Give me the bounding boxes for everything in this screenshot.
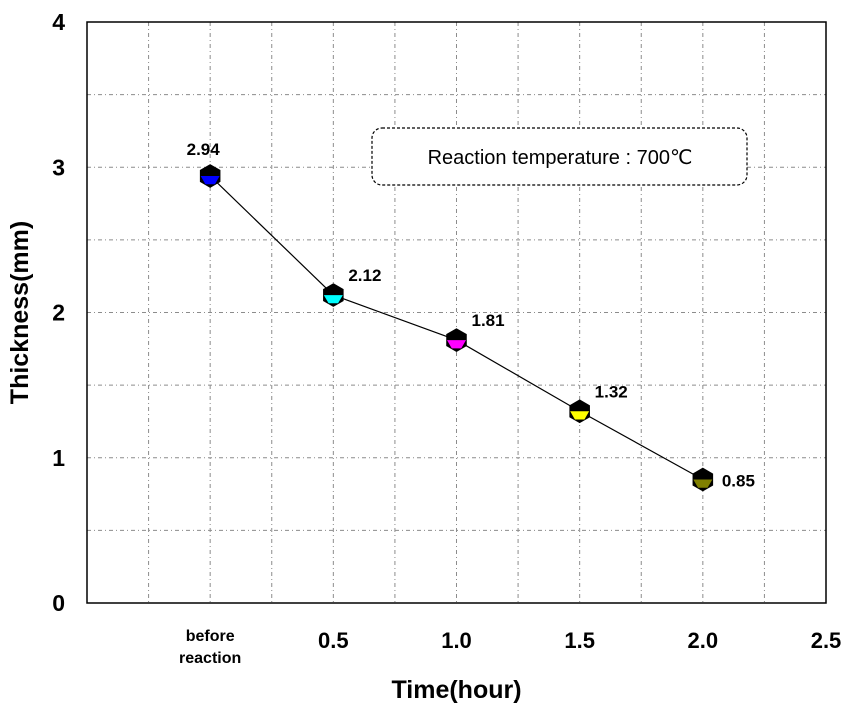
data-point-marker	[199, 164, 221, 188]
x-tick-label: reaction	[179, 650, 241, 667]
y-axis-ticks: 0 1 2 3 4	[52, 9, 65, 616]
plot-frame	[86, 21, 827, 604]
x-tick-label: 2.0	[688, 628, 719, 653]
data-point-marker	[446, 328, 467, 352]
x-tick-label: 1.0	[441, 628, 472, 653]
annotation-text: Reaction temperature : 700℃	[428, 147, 693, 169]
data-label: 1.81	[472, 311, 505, 330]
y-tick-label: 1	[52, 445, 65, 471]
data-point-marker	[692, 467, 714, 492]
y-tick-label: 4	[52, 9, 65, 35]
y-tick-label: 2	[52, 300, 65, 326]
y-axis-label: Thickness(mm)	[6, 221, 34, 404]
x-tick-label: 2.5	[811, 628, 842, 653]
x-axis-ticks: before reaction 0.5 1.0 1.5 2.0 2.5	[179, 628, 841, 667]
grid-lines	[87, 22, 826, 603]
x-tick-label: 0.5	[318, 628, 349, 653]
data-label: 2.12	[348, 266, 381, 285]
data-label: 2.94	[187, 140, 221, 159]
y-tick-label: 3	[52, 154, 65, 180]
data-point-marker	[569, 399, 590, 424]
x-tick-label: 1.5	[564, 628, 595, 653]
y-tick-label: 0	[52, 590, 65, 616]
data-point-marker	[323, 283, 344, 307]
x-tick-label: before	[186, 628, 235, 645]
data-label: 0.85	[722, 472, 755, 491]
data-series: 2.94 2.12 1.81 1.32 0.85	[187, 140, 755, 492]
x-axis-label: Time(hour)	[391, 676, 521, 704]
data-label: 1.32	[595, 382, 628, 401]
annotation-box: Reaction temperature : 700℃	[371, 127, 748, 186]
